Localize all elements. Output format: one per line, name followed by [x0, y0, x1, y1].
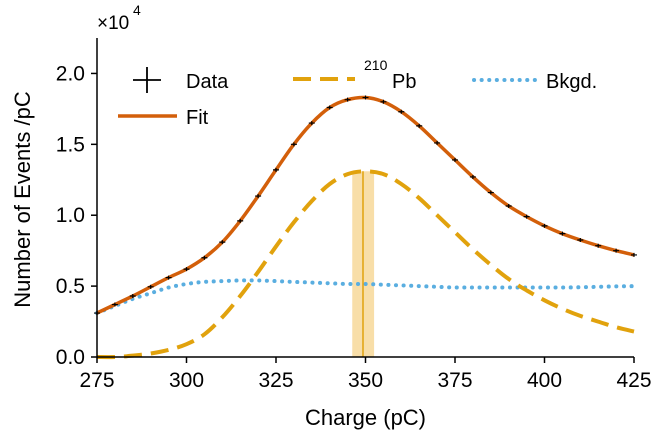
data-point	[541, 223, 548, 228]
x-tick-label: 375	[437, 369, 472, 392]
data-point	[380, 99, 387, 104]
data-point	[398, 109, 405, 114]
y-tick-label: 2.0	[56, 62, 85, 85]
x-tick-label: 325	[258, 369, 293, 392]
data-point	[237, 218, 244, 223]
x-tick-label: 425	[616, 369, 651, 392]
y-tick-label: 1.5	[56, 133, 85, 156]
data-point	[201, 255, 208, 260]
data-point	[559, 231, 566, 236]
series-pb210-line	[96, 169, 635, 360]
data-point	[452, 157, 458, 162]
data-point	[416, 123, 423, 128]
data-point	[362, 95, 369, 100]
tick-layer: 275 300 325 350 375 400 425 0.0 0.5 1.0 1.5 2.0 Char…	[10, 2, 652, 430]
x-tick-label: 350	[348, 369, 383, 392]
data-point	[344, 97, 351, 102]
x-tick-label: 275	[79, 369, 114, 392]
data-point	[595, 243, 602, 248]
data-point	[183, 267, 190, 272]
data-point	[129, 294, 136, 299]
legend-data-label: Data	[186, 71, 229, 93]
data-point	[273, 167, 279, 172]
y-axis-label: Number of Events /pC	[10, 91, 35, 308]
data-point	[147, 284, 154, 289]
x-axis-label: Charge (pC)	[305, 405, 426, 430]
data-point	[219, 240, 226, 245]
y-scale-exponent: 4	[133, 2, 141, 18]
data-point	[290, 142, 297, 147]
y-tick-label: 1.0	[56, 204, 85, 227]
legend-data-marker	[133, 67, 161, 93]
y-tick-label: 0.5	[56, 275, 85, 298]
y-scale-base: ×10	[97, 13, 129, 34]
legend-fit-label: Fit	[186, 107, 209, 129]
legend-pb210-superscript: 210	[364, 57, 388, 73]
legend-bkgd-label: Bkgd.	[546, 71, 597, 93]
data-point	[469, 174, 476, 179]
data-point	[434, 140, 441, 145]
data-point	[255, 194, 262, 199]
series-layer	[94, 95, 637, 360]
data-point	[577, 238, 584, 243]
y-tick-label: 0.0	[56, 346, 85, 369]
x-tick-label: 300	[169, 369, 204, 392]
data-point	[523, 214, 530, 219]
data-point	[165, 275, 172, 280]
data-point	[326, 105, 333, 110]
data-point	[505, 204, 512, 209]
data-point	[613, 248, 620, 253]
data-point	[631, 252, 637, 257]
series-bkgd-line	[95, 278, 636, 315]
data-point	[487, 190, 494, 195]
data-point	[308, 121, 315, 126]
x-tick-label: 400	[527, 369, 562, 392]
legend-pb210-label: Pb	[392, 71, 416, 93]
data-point	[111, 302, 118, 307]
